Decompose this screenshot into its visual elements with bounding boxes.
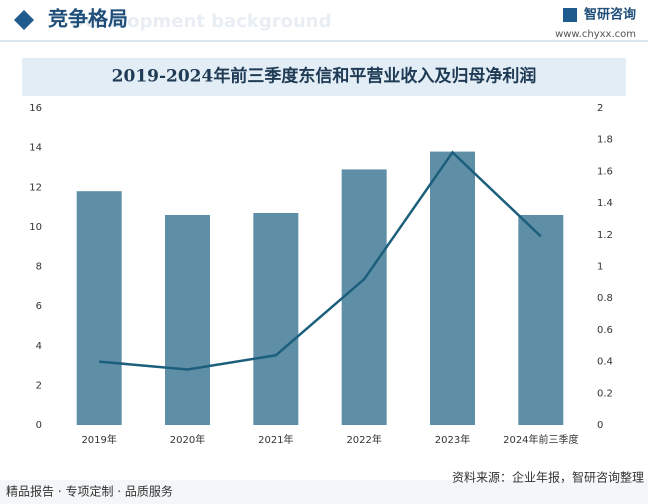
- footer-slogan: 精品报告 · 专项定制 · 品质服务: [6, 484, 173, 499]
- y-tick-label: 4: [36, 341, 42, 352]
- logo-text: 智研咨询: [584, 7, 636, 23]
- y2-tick-label: 1.2: [597, 230, 613, 241]
- x-tick-label: 2021年: [258, 433, 293, 446]
- bar: [76, 191, 122, 425]
- bar: [430, 151, 475, 425]
- bar: [341, 169, 387, 425]
- x-tick-label: 2022年: [346, 433, 381, 446]
- line: [99, 150, 542, 371]
- y-tick-label: 16: [29, 103, 42, 114]
- chart-title: 2019-2024年前三季度东信和平营业收入及归母净利润: [112, 66, 537, 87]
- header-icon: [14, 10, 34, 30]
- header-subtitle: Development background: [70, 11, 331, 32]
- y-tick-label: 10: [29, 222, 42, 233]
- logo-icon: [563, 8, 577, 22]
- y-tick-label: 8: [36, 262, 42, 273]
- header-title: 竞争格局: [48, 7, 128, 31]
- y-tick-label: 14: [29, 143, 42, 154]
- bar: [165, 214, 210, 425]
- y2-tick-label: 1.6: [597, 166, 613, 177]
- y2-tick-label: 1.4: [597, 198, 613, 209]
- x-tick-label: 2020年: [170, 433, 205, 446]
- logo-url: www.chyxx.com: [555, 29, 636, 40]
- plot: 0 2 4 6 8 10 12 14 16 0 0.2 0.4 0.6 0.8 1 1.2 1.4 1.6 1.8 2…: [29, 103, 613, 446]
- x-tick-label: 2024年前三季度: [503, 433, 578, 446]
- y-tick-label: 12: [29, 182, 42, 193]
- y2-tick-label: 0.2: [597, 388, 613, 399]
- y2-tick-label: 0.8: [597, 293, 613, 304]
- y2-tick-label: 1: [597, 262, 603, 273]
- y2-tick-label: 0: [597, 420, 603, 431]
- header-rule: [0, 40, 648, 42]
- footer-source: 资料来源：企业年报，智研咨询整理: [452, 470, 644, 485]
- bar: [518, 214, 564, 425]
- y2-tick-label: 1.8: [597, 135, 613, 146]
- bar: [253, 213, 299, 425]
- y2-tick-label: 2: [597, 103, 603, 114]
- y-tick-label: 0: [36, 420, 42, 431]
- x-tick-label: 2023年: [435, 433, 470, 446]
- y2-tick-label: 0.6: [597, 325, 613, 336]
- y-tick-label: 2: [36, 380, 42, 391]
- x-tick-label: 2019年: [81, 433, 116, 446]
- y2-tick-label: 0.4: [597, 357, 613, 368]
- footer-band: [0, 480, 648, 504]
- y-tick-label: 6: [36, 301, 42, 312]
- title-box: [22, 58, 626, 96]
